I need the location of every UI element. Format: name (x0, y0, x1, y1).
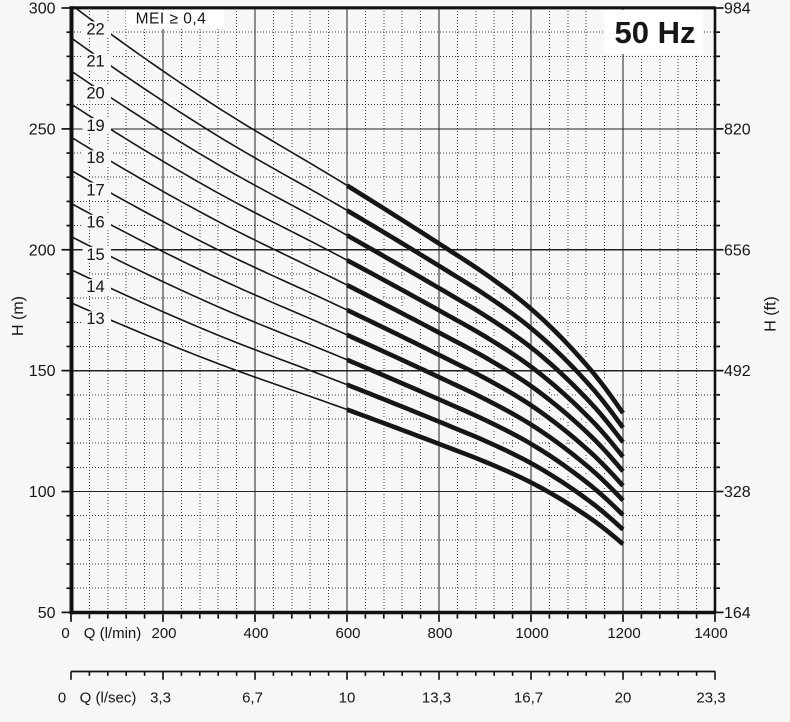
svg-text:13: 13 (86, 310, 104, 328)
svg-text:250: 250 (29, 122, 56, 139)
svg-text:300: 300 (29, 1, 56, 18)
svg-text:10: 10 (339, 690, 356, 707)
svg-text:1400: 1400 (694, 625, 727, 642)
svg-text:984: 984 (724, 1, 751, 18)
svg-text:150: 150 (29, 363, 56, 380)
svg-text:Q (l/sec): Q (l/sec) (80, 690, 137, 707)
svg-text:200: 200 (29, 242, 56, 259)
svg-text:164: 164 (724, 605, 751, 622)
svg-text:16,7: 16,7 (514, 690, 543, 707)
svg-text:20: 20 (615, 690, 632, 707)
svg-text:18: 18 (86, 149, 104, 167)
svg-text:50: 50 (38, 605, 56, 622)
svg-text:1200: 1200 (607, 625, 640, 642)
svg-text:17: 17 (86, 181, 104, 199)
svg-text:16: 16 (86, 214, 104, 232)
svg-text:H (m): H (m) (10, 296, 27, 336)
svg-text:400: 400 (243, 625, 268, 642)
svg-text:19: 19 (86, 117, 104, 135)
svg-text:15: 15 (86, 246, 104, 264)
svg-text:1000: 1000 (515, 625, 548, 642)
svg-text:600: 600 (335, 625, 360, 642)
svg-text:13,3: 13,3 (422, 690, 451, 707)
svg-text:0: 0 (58, 690, 66, 707)
svg-text:14: 14 (86, 278, 104, 296)
svg-text:22: 22 (86, 20, 104, 38)
svg-text:Q (l/min): Q (l/min) (84, 625, 142, 642)
svg-text:328: 328 (724, 484, 751, 501)
svg-text:820: 820 (724, 122, 751, 139)
svg-text:0: 0 (61, 625, 69, 642)
svg-text:800: 800 (427, 625, 452, 642)
svg-text:23,3: 23,3 (696, 690, 725, 707)
svg-text:20: 20 (86, 85, 104, 103)
svg-text:H (ft): H (ft) (763, 296, 780, 332)
svg-text:MEI ≥ 0,4: MEI ≥ 0,4 (136, 11, 207, 28)
svg-text:200: 200 (151, 625, 176, 642)
svg-text:492: 492 (724, 363, 751, 380)
svg-text:100: 100 (29, 484, 56, 501)
svg-text:3,3: 3,3 (150, 690, 171, 707)
svg-text:21: 21 (86, 53, 104, 71)
svg-text:50 Hz: 50 Hz (615, 15, 696, 50)
svg-text:656: 656 (724, 242, 751, 259)
svg-text:6,7: 6,7 (242, 690, 263, 707)
